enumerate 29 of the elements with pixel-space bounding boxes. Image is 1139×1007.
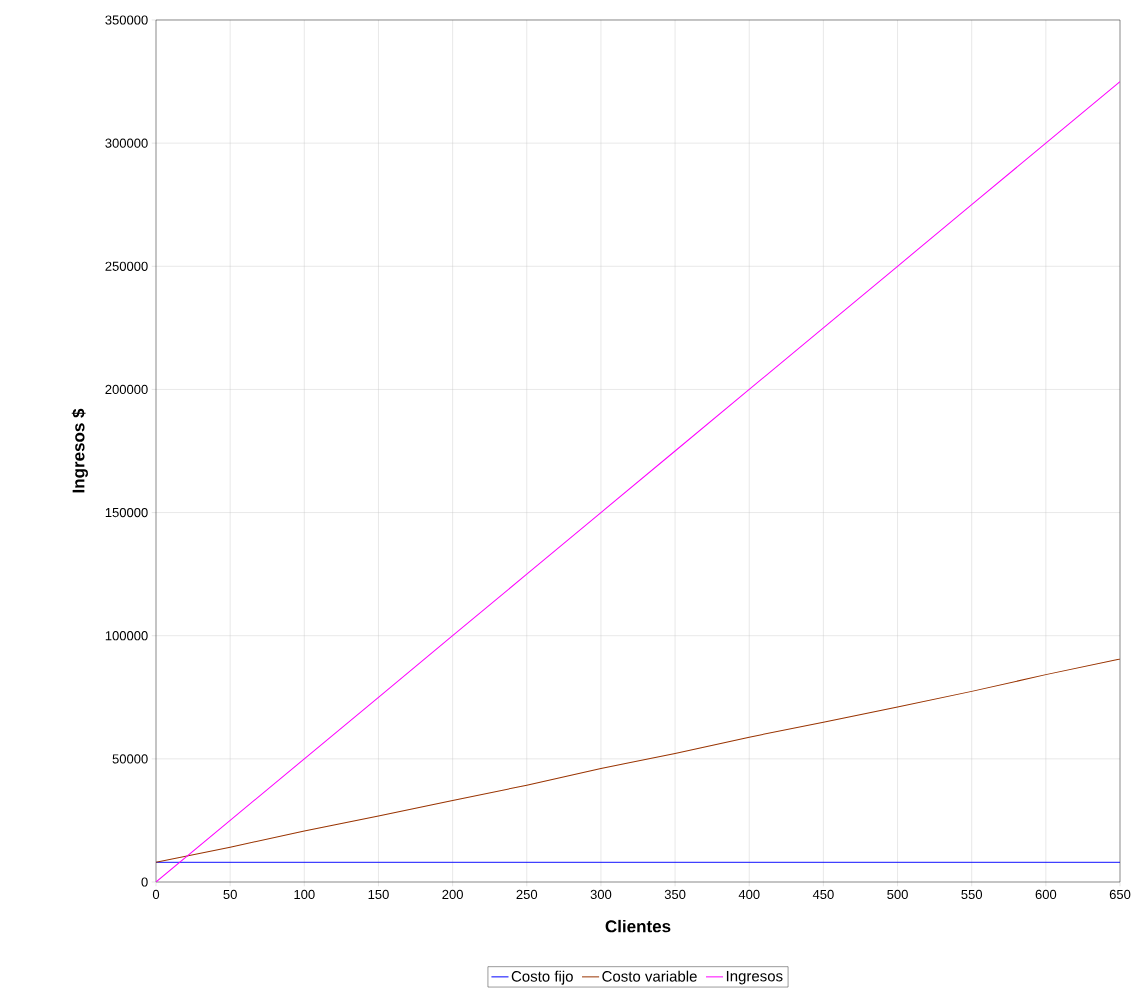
legend-label: Costo fijo [511,970,573,985]
x-tick-label: 350 [664,889,686,899]
x-tick-label: 100 [294,889,315,899]
x-tick-label: 450 [812,889,834,899]
y-axis-title: Ingresos $ [71,408,88,493]
x-tick-label: 250 [516,889,538,899]
x-tick-label: 0 [152,889,160,899]
x-tick-label: 500 [887,889,908,899]
y-tick-label: 250000 [105,261,148,271]
x-tick-label: 650 [1109,889,1131,899]
line-series [156,81,1121,882]
y-tick-label: 300000 [105,138,148,148]
y-tick-label: 150000 [105,507,148,518]
y-tick-label: 350000 [105,15,148,25]
y-tick-label: 100000 [105,631,148,641]
y-tick-label: 50000 [112,754,148,764]
y-tick-label: 0 [141,877,148,887]
x-tick-label: 150 [368,889,389,899]
x-tick-label: 600 [1035,889,1057,899]
legend-label: Ingresos [726,970,783,985]
x-tick-label: 300 [590,889,612,899]
y-tick-label: 200000 [105,384,148,395]
x-tick-label: 550 [961,889,983,899]
line-series [156,658,1121,863]
legend-label: Costo variable [602,970,697,982]
x-tick-label: 400 [738,889,760,899]
x-tick-label: 200 [442,889,463,899]
x-tick-label: 50 [223,889,237,899]
x-axis-title: Clientes [605,919,671,933]
